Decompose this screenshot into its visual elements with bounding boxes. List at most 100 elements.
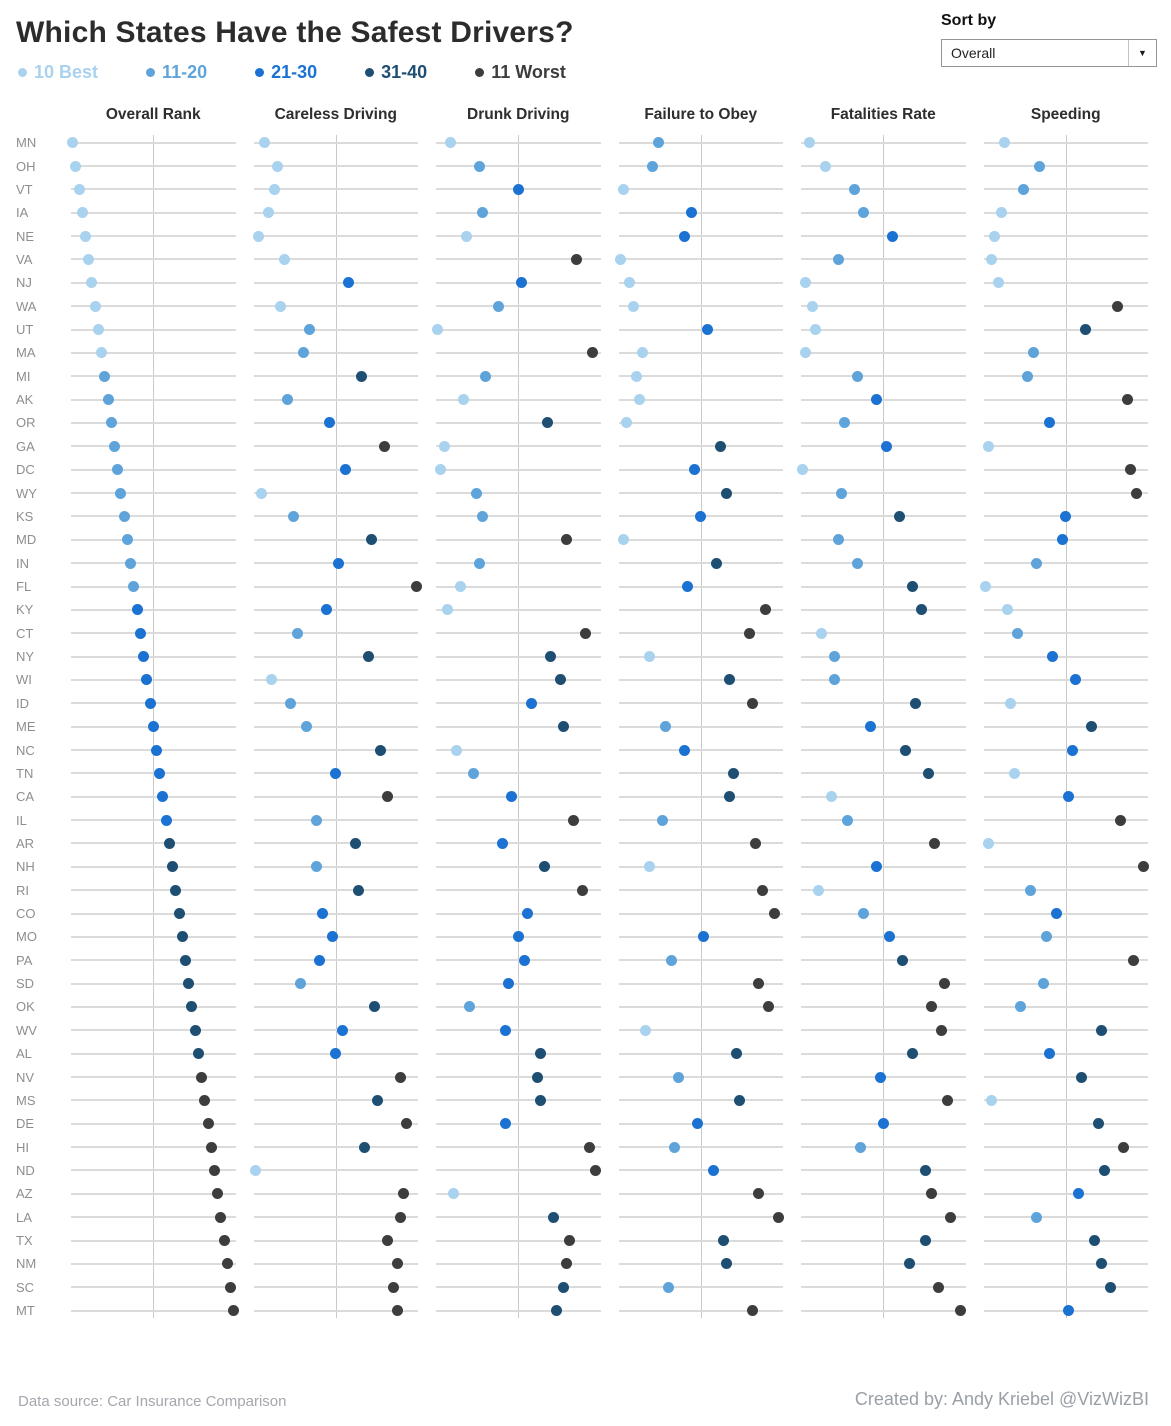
rank-dot-ok-failure-to-obey[interactable]: [762, 1001, 774, 1013]
rank-dot-fl-failure-to-obey[interactable]: [682, 581, 694, 592]
rank-dot-or-fatalities-rate[interactable]: [839, 417, 851, 429]
rank-dot-me-overall-rank[interactable]: [147, 721, 159, 733]
rank-dot-de-careless-driving[interactable]: [401, 1118, 413, 1130]
rank-dot-ma-careless-driving[interactable]: [297, 347, 309, 359]
rank-dot-sc-careless-driving[interactable]: [388, 1281, 400, 1293]
rank-dot-ct-overall-rank[interactable]: [134, 627, 146, 639]
rank-dot-mn-failure-to-obey[interactable]: [653, 137, 665, 149]
rank-dot-oh-careless-driving[interactable]: [272, 160, 284, 172]
rank-dot-nd-speeding[interactable]: [1098, 1164, 1110, 1176]
rank-dot-nv-careless-driving[interactable]: [394, 1071, 406, 1083]
rank-dot-me-drunk-driving[interactable]: [557, 721, 569, 733]
rank-dot-de-speeding[interactable]: [1092, 1118, 1104, 1130]
rank-dot-mi-failure-to-obey[interactable]: [630, 370, 642, 382]
rank-dot-tn-overall-rank[interactable]: [154, 767, 166, 779]
rank-dot-ky-fatalities-rate[interactable]: [916, 604, 928, 616]
rank-dot-ri-fatalities-rate[interactable]: [813, 884, 825, 896]
rank-dot-ks-failure-to-obey[interactable]: [695, 510, 707, 522]
rank-dot-nv-drunk-driving[interactable]: [532, 1071, 544, 1083]
rank-dot-mt-careless-driving[interactable]: [391, 1305, 403, 1317]
rank-dot-il-drunk-driving[interactable]: [567, 814, 579, 826]
rank-dot-or-drunk-driving[interactable]: [541, 417, 553, 429]
rank-dot-mi-fatalities-rate[interactable]: [851, 370, 863, 382]
rank-dot-ky-drunk-driving[interactable]: [441, 604, 453, 616]
rank-dot-wv-overall-rank[interactable]: [189, 1024, 201, 1036]
rank-dot-nd-failure-to-obey[interactable]: [708, 1164, 720, 1176]
rank-dot-nd-drunk-driving[interactable]: [590, 1164, 602, 1176]
rank-dot-ia-careless-driving[interactable]: [262, 207, 274, 219]
rank-dot-md-speeding[interactable]: [1057, 534, 1069, 546]
rank-dot-de-fatalities-rate[interactable]: [877, 1118, 889, 1130]
rank-dot-nh-failure-to-obey[interactable]: [643, 861, 655, 873]
rank-dot-nm-drunk-driving[interactable]: [561, 1258, 573, 1270]
rank-dot-me-speeding[interactable]: [1086, 721, 1098, 733]
rank-dot-va-failure-to-obey[interactable]: [614, 253, 626, 265]
rank-dot-wy-careless-driving[interactable]: [256, 487, 268, 499]
rank-dot-vt-speeding[interactable]: [1018, 183, 1030, 195]
rank-dot-ar-fatalities-rate[interactable]: [929, 837, 941, 849]
rank-dot-wa-speeding[interactable]: [1111, 300, 1123, 312]
rank-dot-wi-failure-to-obey[interactable]: [724, 674, 736, 686]
rank-dot-nj-drunk-driving[interactable]: [515, 277, 527, 289]
rank-dot-ct-careless-driving[interactable]: [291, 627, 303, 639]
rank-dot-ne-fatalities-rate[interactable]: [887, 230, 899, 242]
rank-dot-tx-overall-rank[interactable]: [218, 1235, 230, 1247]
rank-dot-nj-speeding[interactable]: [992, 277, 1004, 289]
rank-dot-az-fatalities-rate[interactable]: [926, 1188, 938, 1200]
rank-dot-nm-careless-driving[interactable]: [391, 1258, 403, 1270]
rank-dot-nc-failure-to-obey[interactable]: [679, 744, 691, 756]
rank-dot-sd-speeding[interactable]: [1037, 978, 1049, 990]
rank-dot-fl-fatalities-rate[interactable]: [906, 581, 918, 592]
rank-dot-ca-drunk-driving[interactable]: [506, 791, 518, 803]
rank-dot-nj-failure-to-obey[interactable]: [624, 277, 636, 289]
rank-dot-ga-speeding[interactable]: [982, 440, 994, 452]
rank-dot-ak-speeding[interactable]: [1121, 394, 1133, 406]
rank-dot-la-careless-driving[interactable]: [394, 1211, 406, 1223]
rank-dot-id-speeding[interactable]: [1005, 697, 1017, 709]
rank-dot-mo-failure-to-obey[interactable]: [698, 931, 710, 943]
rank-dot-nv-speeding[interactable]: [1076, 1071, 1088, 1083]
rank-dot-nc-careless-driving[interactable]: [375, 744, 387, 756]
rank-dot-ia-overall-rank[interactable]: [76, 207, 88, 219]
rank-dot-oh-drunk-driving[interactable]: [474, 160, 486, 172]
rank-dot-ak-drunk-driving[interactable]: [457, 394, 469, 406]
rank-dot-ks-speeding[interactable]: [1060, 510, 1072, 522]
rank-dot-ct-speeding[interactable]: [1011, 627, 1023, 639]
rank-dot-ny-speeding[interactable]: [1047, 651, 1059, 663]
legend-item-11-worst[interactable]: 11 Worst: [475, 62, 566, 83]
rank-dot-md-drunk-driving[interactable]: [561, 534, 573, 546]
rank-dot-ms-drunk-driving[interactable]: [535, 1094, 547, 1106]
rank-dot-nv-fatalities-rate[interactable]: [874, 1071, 886, 1083]
rank-dot-ok-overall-rank[interactable]: [186, 1001, 198, 1013]
rank-dot-mt-fatalities-rate[interactable]: [955, 1305, 967, 1317]
rank-dot-mi-drunk-driving[interactable]: [480, 370, 492, 382]
rank-dot-in-careless-driving[interactable]: [333, 557, 345, 569]
rank-dot-nd-careless-driving[interactable]: [249, 1164, 261, 1176]
rank-dot-ga-drunk-driving[interactable]: [438, 440, 450, 452]
rank-dot-sd-failure-to-obey[interactable]: [753, 978, 765, 990]
rank-dot-mn-speeding[interactable]: [998, 137, 1010, 149]
rank-dot-ok-drunk-driving[interactable]: [464, 1001, 476, 1013]
rank-dot-tx-careless-driving[interactable]: [381, 1235, 393, 1247]
rank-dot-ak-overall-rank[interactable]: [102, 394, 114, 406]
rank-dot-ct-fatalities-rate[interactable]: [816, 627, 828, 639]
rank-dot-la-fatalities-rate[interactable]: [945, 1211, 957, 1223]
rank-dot-ne-failure-to-obey[interactable]: [679, 230, 691, 242]
rank-dot-or-careless-driving[interactable]: [323, 417, 335, 429]
rank-dot-co-fatalities-rate[interactable]: [858, 908, 870, 920]
rank-dot-mo-overall-rank[interactable]: [176, 931, 188, 943]
rank-dot-de-drunk-driving[interactable]: [499, 1118, 511, 1130]
rank-dot-mi-speeding[interactable]: [1021, 370, 1033, 382]
rank-dot-oh-overall-rank[interactable]: [70, 160, 82, 172]
rank-dot-tx-drunk-driving[interactable]: [564, 1235, 576, 1247]
rank-dot-in-overall-rank[interactable]: [125, 557, 137, 569]
rank-dot-la-failure-to-obey[interactable]: [772, 1211, 784, 1223]
rank-dot-az-speeding[interactable]: [1073, 1188, 1085, 1200]
rank-dot-nm-failure-to-obey[interactable]: [721, 1258, 733, 1270]
rank-dot-ct-failure-to-obey[interactable]: [743, 627, 755, 639]
rank-dot-sd-fatalities-rate[interactable]: [939, 978, 951, 990]
rank-dot-or-overall-rank[interactable]: [105, 417, 117, 429]
rank-dot-ms-fatalities-rate[interactable]: [942, 1094, 954, 1106]
rank-dot-co-careless-driving[interactable]: [317, 908, 329, 920]
rank-dot-sc-fatalities-rate[interactable]: [932, 1281, 944, 1293]
